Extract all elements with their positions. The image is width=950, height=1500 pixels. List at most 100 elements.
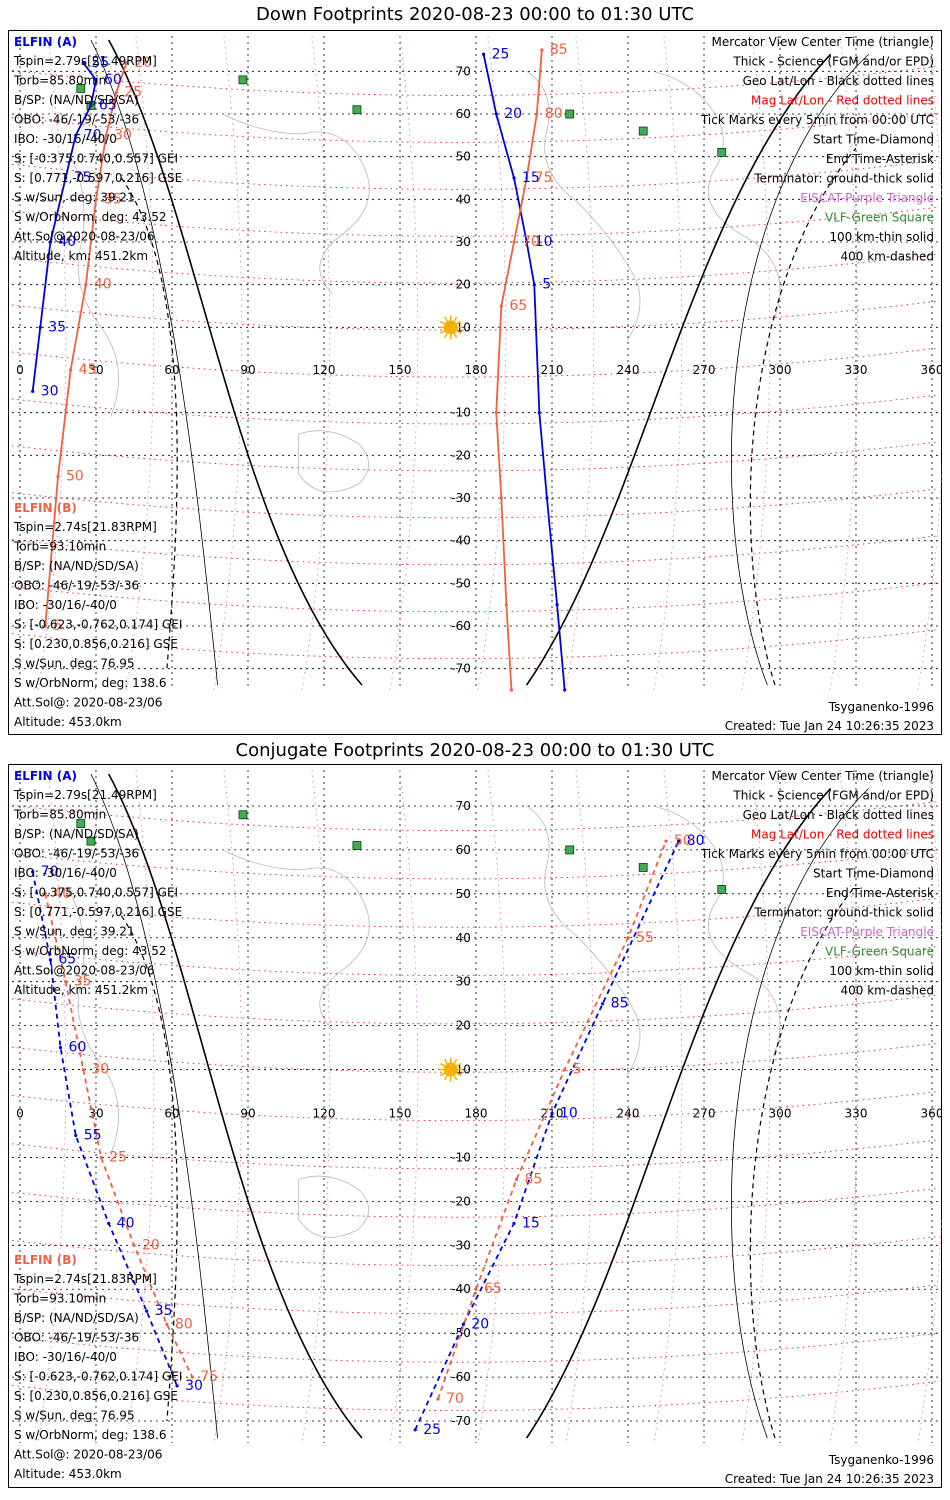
elfin-a-tick-label: 35 bbox=[48, 319, 66, 335]
lon-tick-label: 120 bbox=[313, 1107, 336, 1121]
lat-tick-label: 30 bbox=[456, 975, 471, 989]
elfin-b-tick-label: 55 bbox=[636, 930, 654, 946]
lon-tick-label: 300 bbox=[769, 1107, 792, 1121]
legend-entry: 100 km-thin solid bbox=[829, 964, 934, 978]
vlf-site-marker bbox=[717, 148, 727, 157]
elfin-b-point bbox=[535, 112, 539, 116]
elfin-b-point bbox=[84, 283, 88, 287]
elfin-b-info-line: S: [-0.623,-0.762,0.174] GEI bbox=[14, 618, 182, 632]
elfin-a-info-line: Tspin=2.79s[21.49RPM] bbox=[13, 54, 157, 68]
elfin-b-point bbox=[190, 1375, 194, 1379]
legend-entry: 400 km-dashed bbox=[840, 984, 934, 998]
elfin-a-tick-label: 55 bbox=[91, 55, 109, 71]
down-footprints-panel: Down Footprints 2020-08-23 00:00 to 01:3… bbox=[0, 0, 950, 738]
terminator-100km-line bbox=[90, 39, 218, 686]
elfin-a-header: ELFIN (A) bbox=[14, 769, 77, 783]
lat-tick-label: -10 bbox=[451, 1150, 471, 1164]
elfin-b-tick-label: 80 bbox=[175, 1316, 193, 1332]
panel-title: Down Footprints 2020-08-23 00:00 to 01:3… bbox=[256, 4, 694, 25]
elfin-a-point bbox=[461, 1322, 465, 1326]
elfin-b-info-line: B/SP: (NA/ND/SD/SA) bbox=[14, 1311, 139, 1325]
sun-ray bbox=[453, 333, 458, 339]
elfin-a-point bbox=[555, 603, 559, 607]
elfin-a-point bbox=[532, 283, 536, 287]
mag-lon-gridline bbox=[565, 35, 595, 691]
elfin-a-point bbox=[175, 1384, 179, 1388]
lat-tick-label: -30 bbox=[451, 491, 471, 505]
elfin-b-info-line: S: [0.230,0.856,0.216] GSE bbox=[14, 1389, 178, 1403]
elfin-a-info-line: S w/Sun, deg: 39.21 bbox=[14, 191, 135, 205]
mag-lon-gridline bbox=[917, 35, 942, 691]
elfin-b-point bbox=[165, 1322, 169, 1326]
elfin-b-info-line: Altitude: 453.0km bbox=[14, 1467, 122, 1481]
elfin-a-tick-label: 15 bbox=[522, 170, 540, 186]
legend-entry: Mercator View Center Time (triangle) bbox=[712, 35, 934, 49]
legend-entry: Thick - Science (FGM and/or EPD) bbox=[732, 55, 934, 69]
elfin-b-point bbox=[56, 475, 60, 479]
elfin-b-tick-label: 35 bbox=[104, 191, 122, 207]
mag-lon-gridline bbox=[829, 35, 859, 691]
elfin-a-point bbox=[525, 240, 529, 244]
mag-lat-gridline bbox=[11, 582, 939, 613]
coastline bbox=[222, 849, 370, 1031]
elfin-a-tick-label: 40 bbox=[58, 234, 76, 250]
vlf-site-marker bbox=[76, 84, 86, 93]
elfin-b-info-line: IBO: -30/16/-40/0 bbox=[14, 598, 117, 612]
elfin-a-info-line: Att.Sol@2020-08-23/06 bbox=[14, 964, 155, 978]
elfin-a-tick-label: 15 bbox=[522, 1215, 540, 1231]
elfin-a-info-line: S: [-0.375,0.740,0.557] GEI bbox=[14, 152, 178, 166]
legend-entry: Geo Lat/Lon - Black dotted lines bbox=[743, 808, 934, 822]
elfin-b-info-line: Torb=93.10min bbox=[13, 540, 106, 554]
elfin-a-point bbox=[413, 1428, 417, 1432]
mag-lat-gridline bbox=[11, 629, 939, 660]
elfin-b-header: ELFIN (B) bbox=[14, 1253, 77, 1267]
lat-tick-label: -60 bbox=[451, 1370, 471, 1384]
legend-entry: End Time-Asterisk bbox=[826, 152, 934, 166]
mag-lon-gridline bbox=[829, 769, 859, 1444]
legend-entry: Mercator View Center Time (triangle) bbox=[712, 769, 934, 783]
elfin-a-point bbox=[48, 958, 53, 962]
elfin-a-info-line: Tspin=2.79s[21.49RPM] bbox=[13, 788, 157, 802]
elfin-a-point bbox=[677, 839, 681, 843]
terminator-line bbox=[107, 773, 363, 1439]
lon-tick-label: 180 bbox=[465, 363, 488, 377]
legend-entry: Terminator: ground-thick solid bbox=[753, 172, 934, 186]
lon-tick-label: 120 bbox=[313, 363, 336, 377]
vlf-site-marker bbox=[638, 126, 648, 136]
elfin-a-info-line: OBO: -46/-19/-53/-36 bbox=[14, 113, 139, 127]
mag-lon-gridline bbox=[125, 35, 155, 691]
sun-ray bbox=[453, 316, 458, 322]
lat-tick-label: -10 bbox=[451, 406, 471, 420]
elfin-a-info-line: B/SP: (NA/ND/SD/SA) bbox=[14, 827, 139, 841]
lon-tick-label: 90 bbox=[240, 1107, 255, 1121]
elfin-b-tick-label: 70 bbox=[446, 1391, 464, 1407]
elfin-b-tick-label: 40 bbox=[53, 886, 71, 902]
lat-tick-label: -70 bbox=[451, 1414, 471, 1428]
legend-entry: VLF-Green Square bbox=[825, 945, 934, 959]
mag-lon-gridline bbox=[565, 769, 595, 1444]
lon-tick-label: 0 bbox=[16, 1107, 24, 1121]
elfin-b-tick-label: 75 bbox=[535, 170, 553, 186]
sun-ray bbox=[456, 1072, 462, 1077]
elfin-a-tick-label: 60 bbox=[104, 72, 122, 88]
elfin-b-info-line: S: [0.230,0.856,0.216] GSE bbox=[14, 637, 178, 651]
elfin-a-track bbox=[414, 840, 680, 1431]
elfin-b-tick-label: 5 bbox=[573, 1062, 582, 1078]
elfin-b-info-line: OBO: -46/-19/-53/-36 bbox=[14, 579, 139, 593]
elfin-b-tick-label: 50 bbox=[674, 833, 692, 849]
elfin-a-tick-label: 10 bbox=[535, 234, 553, 250]
lat-tick-label: -20 bbox=[451, 1194, 471, 1208]
coastline bbox=[526, 805, 641, 1077]
coastline bbox=[526, 71, 641, 342]
elfin-a-point bbox=[545, 496, 549, 500]
elfin-b-info-line: Torb=93.10min bbox=[13, 1292, 106, 1306]
elfin-a-point bbox=[512, 176, 516, 180]
legend-entry: 100 km-thin solid bbox=[829, 230, 934, 244]
elfin-a-info-line: Att.Sol@2020-08-23/06 bbox=[14, 230, 155, 244]
vlf-site-marker bbox=[76, 819, 86, 828]
legend-entry: End Time-Asterisk bbox=[826, 886, 934, 900]
elfin-a-info-line: IBO: -30/16/-40/0 bbox=[14, 132, 117, 146]
model-label: Tsyganenko-1996 bbox=[828, 1453, 934, 1467]
vlf-site-marker bbox=[717, 885, 727, 894]
lon-tick-label: 30 bbox=[88, 363, 103, 377]
